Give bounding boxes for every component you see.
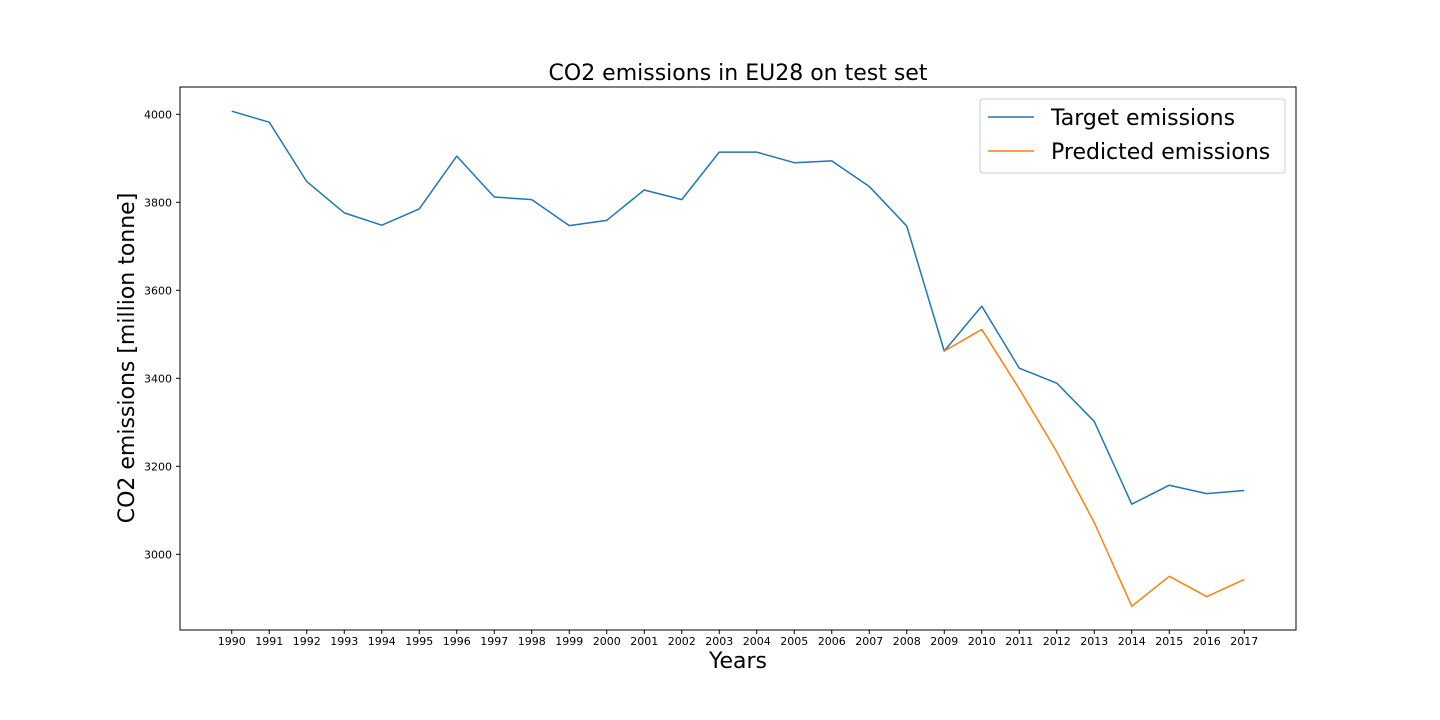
x-tick-label: 1998 xyxy=(518,635,546,648)
y-tick-label: 3200 xyxy=(144,460,172,473)
x-tick-label: 2003 xyxy=(705,635,733,648)
x-axis-label: Years xyxy=(708,649,767,674)
x-tick-label: 1996 xyxy=(443,635,471,648)
x-tick-label: 1993 xyxy=(330,635,358,648)
x-tick-label: 2002 xyxy=(668,635,696,648)
x-tick-label: 2010 xyxy=(968,635,996,648)
x-tick-label: 2011 xyxy=(1005,635,1033,648)
y-axis: 3000 3200 3400 3600 3800 4000 xyxy=(144,108,180,561)
y-tick-label: 3800 xyxy=(144,196,172,209)
x-tick-label: 2015 xyxy=(1155,635,1183,648)
x-tick-label: 1999 xyxy=(555,635,583,648)
x-tick-label: 2012 xyxy=(1043,635,1071,648)
series-line-0 xyxy=(231,110,1245,505)
series-layer xyxy=(231,110,1245,607)
legend-label-predicted: Predicted emissions xyxy=(1051,140,1270,165)
y-tick-label: 3400 xyxy=(144,372,172,385)
x-tick-label: 2009 xyxy=(930,635,958,648)
x-tick-label: 2000 xyxy=(593,635,621,648)
x-tick-label: 1995 xyxy=(405,635,433,648)
x-axis: 1990 1991 1992 1993 1994 1995 1996 1997 1998 1999… xyxy=(218,630,1258,648)
legend: Target emissions Predicted emissions xyxy=(979,98,1286,174)
series-line-1 xyxy=(943,328,1245,607)
y-tick-label: 4000 xyxy=(144,108,172,121)
x-tick-label: 2017 xyxy=(1230,635,1258,648)
y-tick-label: 3600 xyxy=(144,284,172,297)
x-tick-label: 2006 xyxy=(818,635,846,648)
x-tick-label: 2007 xyxy=(855,635,883,648)
legend-label-target: Target emissions xyxy=(1050,106,1235,131)
x-tick-label: 1991 xyxy=(255,635,283,648)
x-tick-label: 2001 xyxy=(630,635,658,648)
plot-area-frame xyxy=(179,86,1297,631)
x-tick-label: 2014 xyxy=(1118,635,1146,648)
x-tick-label: 2005 xyxy=(780,635,808,648)
x-tick-label: 2016 xyxy=(1193,635,1221,648)
x-tick-label: 1992 xyxy=(293,635,321,648)
x-tick-label: 1997 xyxy=(480,635,508,648)
y-axis-label: CO2 emissions [million tonne] xyxy=(115,193,140,524)
y-tick-label: 3000 xyxy=(144,548,172,561)
chart-title: CO2 emissions in EU28 on test set xyxy=(549,61,928,86)
x-tick-label: 2013 xyxy=(1080,635,1108,648)
x-tick-label: 1990 xyxy=(218,635,246,648)
x-tick-label: 2004 xyxy=(743,635,771,648)
x-tick-label: 1994 xyxy=(368,635,396,648)
legend-box xyxy=(979,98,1286,174)
x-tick-label: 2008 xyxy=(893,635,921,648)
